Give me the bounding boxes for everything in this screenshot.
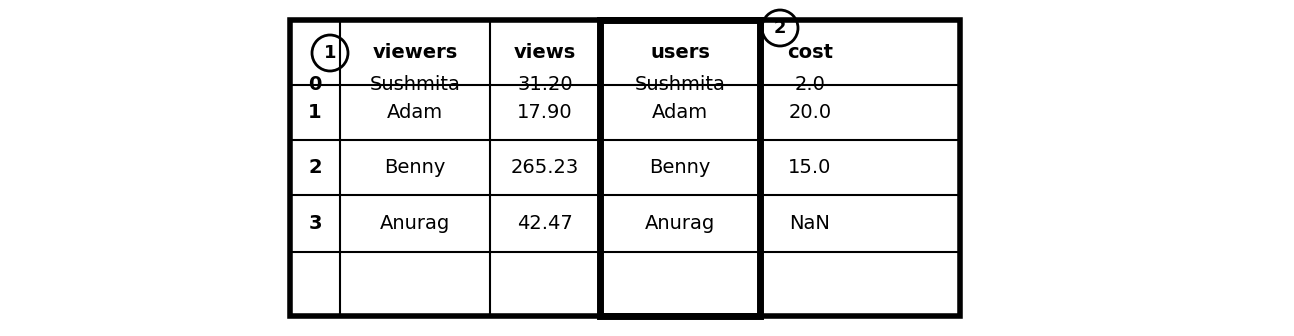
Text: 42.47: 42.47 [518, 214, 573, 233]
Text: Benny: Benny [650, 158, 710, 177]
Text: 31.20: 31.20 [518, 76, 573, 94]
Text: 265.23: 265.23 [511, 158, 580, 177]
Text: cost: cost [787, 43, 833, 62]
Text: Anurag: Anurag [380, 214, 450, 233]
Text: 17.90: 17.90 [518, 103, 573, 122]
Text: views: views [514, 43, 576, 62]
Text: 1: 1 [308, 103, 322, 122]
Text: 3: 3 [308, 214, 322, 233]
Text: 2.0: 2.0 [795, 76, 826, 94]
Text: Sushmita: Sushmita [370, 76, 461, 94]
Text: viewers: viewers [373, 43, 458, 62]
Text: Anurag: Anurag [644, 214, 716, 233]
Text: 0: 0 [308, 76, 322, 94]
Text: 15.0: 15.0 [788, 158, 832, 177]
Text: 2: 2 [308, 158, 322, 177]
Text: Adam: Adam [387, 103, 443, 122]
Text: Sushmita: Sushmita [634, 76, 726, 94]
Text: NaN: NaN [789, 214, 831, 233]
FancyBboxPatch shape [290, 20, 960, 316]
Text: 20.0: 20.0 [788, 103, 832, 122]
Text: Adam: Adam [652, 103, 708, 122]
Text: Benny: Benny [384, 158, 445, 177]
Text: 2: 2 [774, 19, 787, 37]
Text: users: users [650, 43, 710, 62]
Text: 1: 1 [324, 44, 336, 62]
